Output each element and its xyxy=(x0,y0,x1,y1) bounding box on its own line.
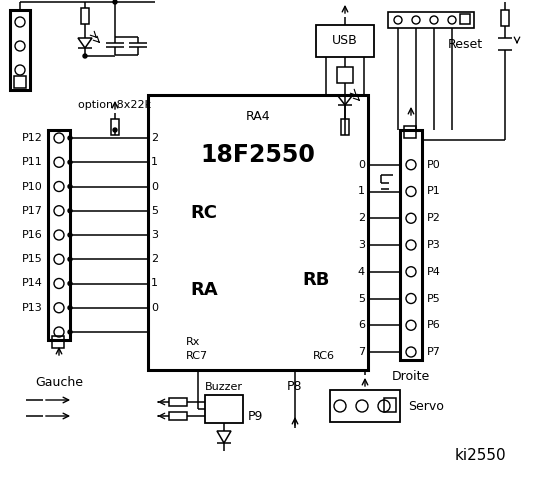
Bar xyxy=(404,126,416,138)
Text: RC7: RC7 xyxy=(186,351,208,361)
Text: 5: 5 xyxy=(151,206,158,216)
Text: P1: P1 xyxy=(427,187,441,196)
Text: 3: 3 xyxy=(358,240,365,250)
Circle shape xyxy=(68,184,72,189)
Text: P8: P8 xyxy=(287,381,302,394)
Text: 0: 0 xyxy=(358,160,365,170)
Text: P6: P6 xyxy=(427,320,441,330)
Text: 5: 5 xyxy=(358,293,365,303)
Circle shape xyxy=(113,128,117,132)
Bar xyxy=(205,395,243,423)
Circle shape xyxy=(68,233,72,237)
Text: P17: P17 xyxy=(22,206,43,216)
Text: Servo: Servo xyxy=(408,399,444,412)
Circle shape xyxy=(68,330,72,334)
Text: 0: 0 xyxy=(151,303,158,313)
Text: Rx: Rx xyxy=(186,337,200,347)
Bar xyxy=(14,76,26,88)
Text: 2: 2 xyxy=(151,254,158,264)
Text: RA4: RA4 xyxy=(246,110,270,123)
Text: P16: P16 xyxy=(22,230,43,240)
Bar xyxy=(337,67,353,83)
Bar xyxy=(10,10,30,90)
Text: 6: 6 xyxy=(358,320,365,330)
Circle shape xyxy=(113,0,117,4)
Text: 3: 3 xyxy=(151,230,158,240)
Bar xyxy=(460,14,470,24)
Text: RB: RB xyxy=(302,271,330,289)
Text: option 8x22k: option 8x22k xyxy=(79,100,152,110)
Text: Gauche: Gauche xyxy=(35,375,83,388)
Circle shape xyxy=(68,281,72,286)
Text: P2: P2 xyxy=(427,213,441,223)
Text: P5: P5 xyxy=(427,293,441,303)
Text: P13: P13 xyxy=(22,303,43,313)
Bar xyxy=(400,130,422,360)
Circle shape xyxy=(68,136,72,140)
Text: 18F2550: 18F2550 xyxy=(201,143,315,167)
Bar xyxy=(169,398,187,406)
Bar xyxy=(388,12,474,28)
Text: 7: 7 xyxy=(358,347,365,357)
Text: P9: P9 xyxy=(247,410,263,423)
Text: P14: P14 xyxy=(22,278,43,288)
Circle shape xyxy=(68,306,72,310)
Text: 1: 1 xyxy=(151,157,158,167)
Circle shape xyxy=(68,160,72,164)
Text: 2: 2 xyxy=(151,133,158,143)
Text: P11: P11 xyxy=(22,157,43,167)
Bar xyxy=(48,130,70,340)
Bar xyxy=(330,390,400,422)
Bar xyxy=(384,398,396,412)
Text: 1: 1 xyxy=(151,278,158,288)
Text: USB: USB xyxy=(332,35,358,48)
Bar xyxy=(111,119,119,135)
Text: P10: P10 xyxy=(22,181,43,192)
Circle shape xyxy=(68,257,72,261)
Text: 2: 2 xyxy=(358,213,365,223)
Circle shape xyxy=(83,54,87,58)
Text: 4: 4 xyxy=(358,267,365,277)
Text: ki2550: ki2550 xyxy=(454,447,506,463)
Text: Droite: Droite xyxy=(392,370,430,383)
Text: P0: P0 xyxy=(427,160,441,170)
Circle shape xyxy=(68,209,72,213)
Bar xyxy=(52,336,64,348)
Bar xyxy=(316,25,374,57)
Bar xyxy=(148,95,368,370)
Text: P4: P4 xyxy=(427,267,441,277)
Text: P3: P3 xyxy=(427,240,441,250)
Text: RC: RC xyxy=(190,204,217,222)
Text: Buzzer: Buzzer xyxy=(205,382,243,392)
Text: 1: 1 xyxy=(358,187,365,196)
Text: RC6: RC6 xyxy=(313,351,335,361)
Bar xyxy=(341,119,349,135)
Text: P7: P7 xyxy=(427,347,441,357)
Bar xyxy=(501,10,509,26)
Bar xyxy=(169,412,187,420)
Text: P12: P12 xyxy=(22,133,43,143)
Text: 0: 0 xyxy=(151,181,158,192)
Text: P15: P15 xyxy=(22,254,43,264)
Text: Reset: Reset xyxy=(448,37,483,50)
Text: RA: RA xyxy=(190,281,218,299)
Bar xyxy=(81,8,89,24)
